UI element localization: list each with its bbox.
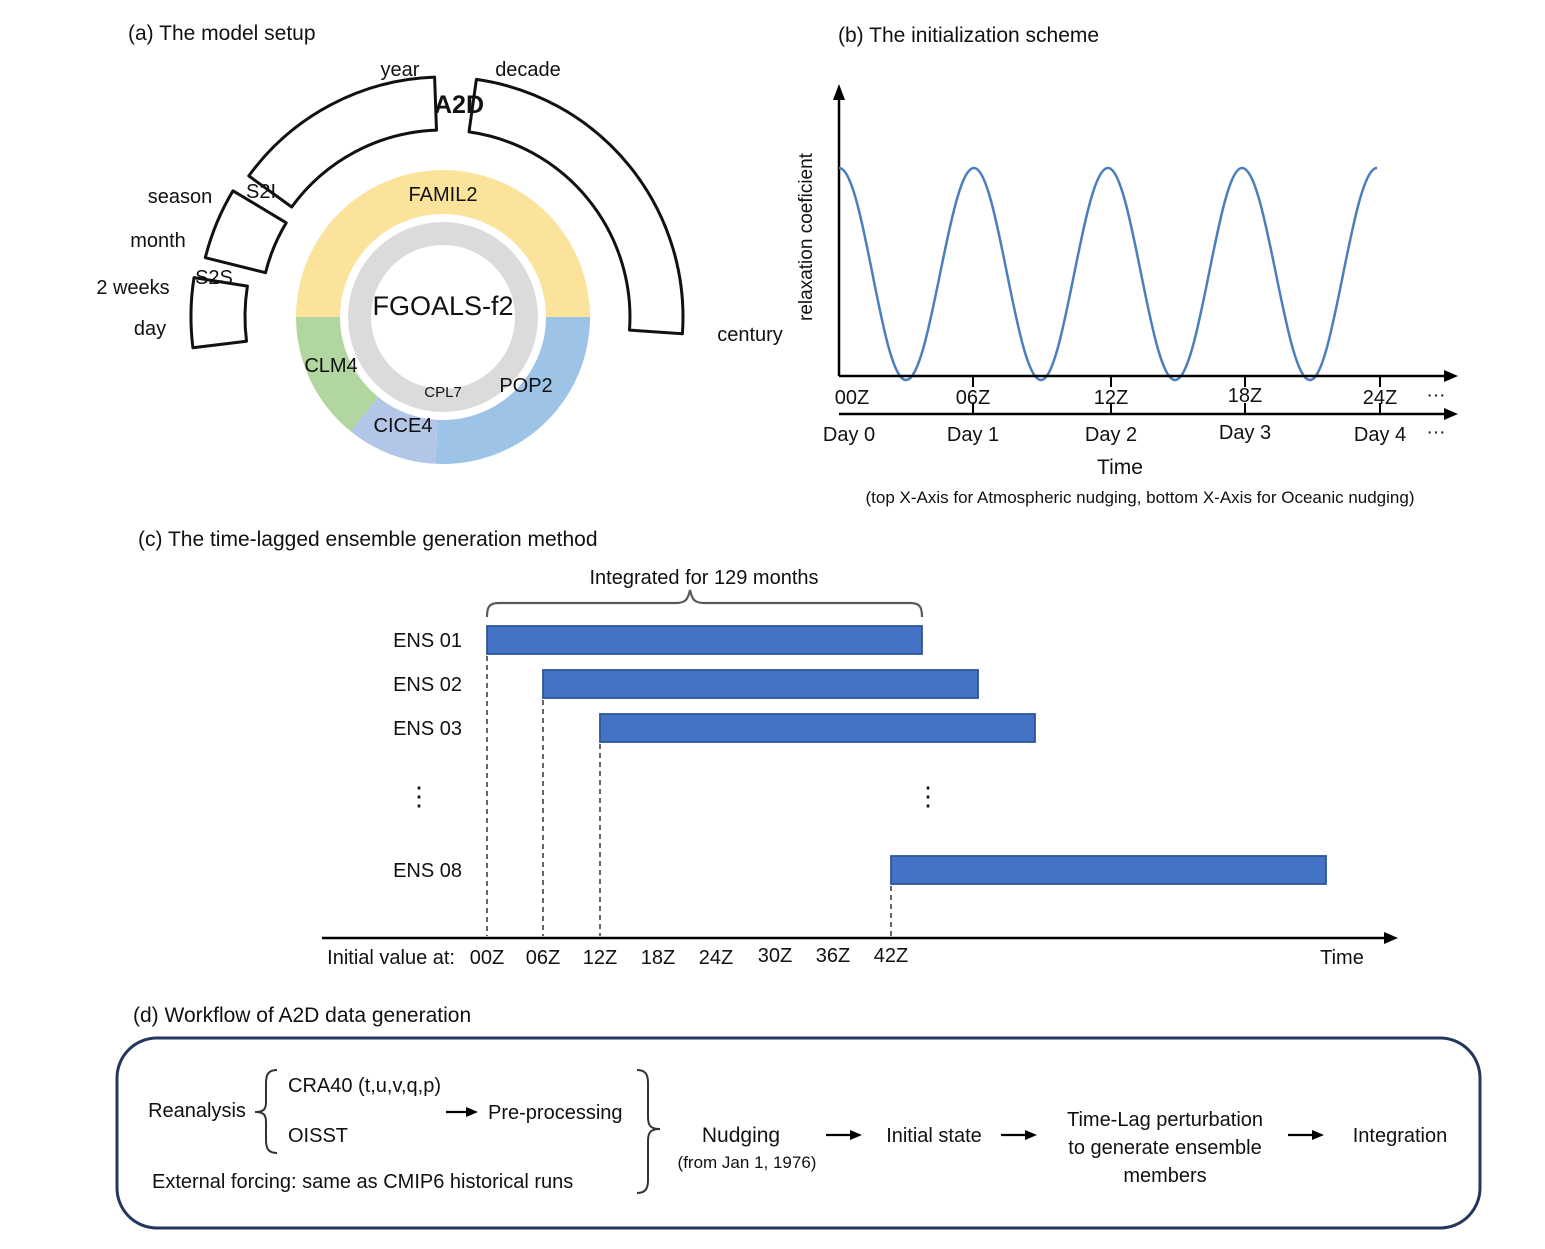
c-tick-06z: 06Z: [526, 947, 560, 969]
c-row-label-ens01: ENS 01: [393, 630, 462, 652]
b-bottom-tick-day0: Day 0: [823, 424, 875, 446]
b-bottom-x-axis-arrowhead: [1444, 408, 1458, 420]
b-top-tick-12z: 12Z: [1094, 387, 1128, 409]
arc-band-year: [247, 75, 438, 209]
b-y-axis-arrowhead: [833, 84, 845, 100]
d-arrow-2-head: [850, 1130, 862, 1140]
model-center-label: FGOALS-f2: [372, 291, 513, 321]
s2i-label: S2I: [246, 181, 276, 203]
b-top-x-axis-arrowhead: [1444, 370, 1458, 382]
century-label: century: [717, 324, 783, 346]
d-left-brace: [254, 1069, 278, 1154]
d-reanalysis-label: Reanalysis: [148, 1100, 246, 1122]
segment-label-pop2: POP2: [499, 375, 552, 397]
c-brace-label: Integrated for 129 months: [589, 567, 818, 589]
year-label: year: [381, 59, 420, 81]
panel-d-workflow: (d) Workflow of A2D data generation Rean…: [115, 1004, 1482, 1230]
panel-b-initialization-scheme: (b) The initialization scheme relaxation…: [796, 24, 1458, 507]
d-integration-label: Integration: [1353, 1125, 1448, 1147]
c-tick-24z: 24Z: [699, 947, 733, 969]
d-preprocessing-label: Pre-processing: [488, 1102, 623, 1124]
day-label: day: [134, 318, 166, 340]
b-x-axis-label: Time: [1097, 456, 1143, 479]
d-nudging-sub-label: (from Jan 1, 1976): [678, 1153, 817, 1172]
b-top-tick-00z: 00Z: [835, 387, 869, 409]
c-x-axis-label: Time: [1320, 947, 1364, 969]
donut-segment-pop2: [435, 317, 590, 465]
d-right-brace: [636, 1069, 661, 1194]
d-arrow-1-head: [466, 1107, 478, 1117]
panel-d-title: (d) Workflow of A2D data generation: [133, 1004, 471, 1027]
segment-label-cice4: CICE4: [374, 415, 433, 437]
c-tick-00z: 00Z: [470, 947, 504, 969]
segment-label-clm4: CLM4: [304, 355, 357, 377]
b-bottom-axis-ticks: [972, 403, 1381, 414]
d-initial-state-label: Initial state: [886, 1125, 982, 1147]
arc-band-decade-century: [467, 77, 685, 336]
d-workflow-box: [115, 1036, 1482, 1230]
donut-segment-famil2: [296, 170, 590, 317]
d-external-forcing-label: External forcing: same as CMIP6 historic…: [152, 1171, 573, 1193]
c-vertical-dots-right: ⋮: [915, 781, 941, 811]
c-bar-ens02: [542, 669, 979, 699]
c-row-label-ens03: ENS 03: [393, 718, 462, 740]
d-arrow-3-head: [1025, 1130, 1037, 1140]
b-bottom-tick-day3: Day 3: [1219, 422, 1271, 444]
d-cra40-label: CRA40 (t,u,v,q,p): [288, 1075, 441, 1097]
b-top-tick-06z: 06Z: [956, 387, 990, 409]
c-bar-ens03: [599, 713, 1036, 743]
c-tick-18z: 18Z: [641, 947, 675, 969]
decade-label: decade: [495, 59, 561, 81]
coupler-label: CPL7: [424, 384, 462, 401]
panel-a-title: (a) The model setup: [128, 22, 316, 45]
c-tick-42z: 42Z: [874, 945, 908, 967]
a2d-label: A2D: [434, 91, 484, 119]
b-caption: (top X-Axis for Atmospheric nudging, bot…: [866, 488, 1415, 507]
b-top-ellipsis: ···: [1427, 385, 1446, 406]
two-weeks-label: 2 weeks: [96, 277, 169, 299]
donut-segment-cice4: [350, 397, 438, 464]
c-vertical-dots-left: ⋮: [406, 781, 432, 811]
c-bar-ens01: [486, 625, 923, 655]
c-bar-ens08: [890, 855, 1327, 885]
c-axis-prefix: Initial value at:: [327, 947, 455, 969]
b-y-axis-label: relaxation coeficient: [796, 152, 817, 321]
d-oisst-label: OISST: [288, 1125, 348, 1147]
b-top-tick-24z: 24Z: [1363, 387, 1397, 409]
c-horizontal-brace: [485, 589, 924, 618]
b-bottom-ellipsis: ···: [1427, 422, 1446, 443]
donut-segment-clm4: [296, 317, 379, 432]
b-top-axis-ticks: [972, 376, 1381, 387]
b-top-tick-18z: 18Z: [1228, 385, 1262, 407]
d-timelag-line-2: to generate ensemble: [1068, 1137, 1261, 1159]
c-dashed-start-lines: [486, 656, 892, 936]
coupler-ring: [348, 222, 538, 412]
arc-band-s2i: [203, 189, 288, 275]
panel-a-model-setup: (a) The model setup FGOALS-f2 FAMIL2 POP…: [96, 22, 783, 465]
panel-c-title: (c) The time-lagged ensemble generation …: [138, 528, 598, 551]
season-label: season: [148, 186, 213, 208]
d-nudging-label: Nudging: [702, 1124, 780, 1147]
d-timelag-line-1: Time-Lag perturbation: [1067, 1109, 1263, 1131]
c-tick-36z: 36Z: [816, 945, 850, 967]
relaxation-coefficient-curve: [838, 166, 1378, 382]
c-tick-12z: 12Z: [583, 947, 617, 969]
b-bottom-tick-day4: Day 4: [1354, 424, 1406, 446]
c-row-label-ens08: ENS 08: [393, 860, 462, 882]
month-label: month: [130, 230, 186, 252]
segment-label-famil2: FAMIL2: [409, 184, 478, 206]
b-bottom-tick-day1: Day 1: [947, 424, 999, 446]
c-tick-30z: 30Z: [758, 945, 792, 967]
b-bottom-tick-day2: Day 2: [1085, 424, 1137, 446]
c-row-label-ens02: ENS 02: [393, 674, 462, 696]
arc-band-s2s: [189, 276, 249, 350]
d-timelag-line-3: members: [1123, 1165, 1206, 1187]
c-x-axis-arrowhead: [1384, 932, 1398, 944]
panel-b-title: (b) The initialization scheme: [838, 24, 1099, 47]
s2s-label: S2S: [195, 267, 233, 289]
panel-c-time-lagged-ensemble: (c) The time-lagged ensemble generation …: [138, 528, 1398, 969]
d-arrow-4-head: [1312, 1130, 1324, 1140]
